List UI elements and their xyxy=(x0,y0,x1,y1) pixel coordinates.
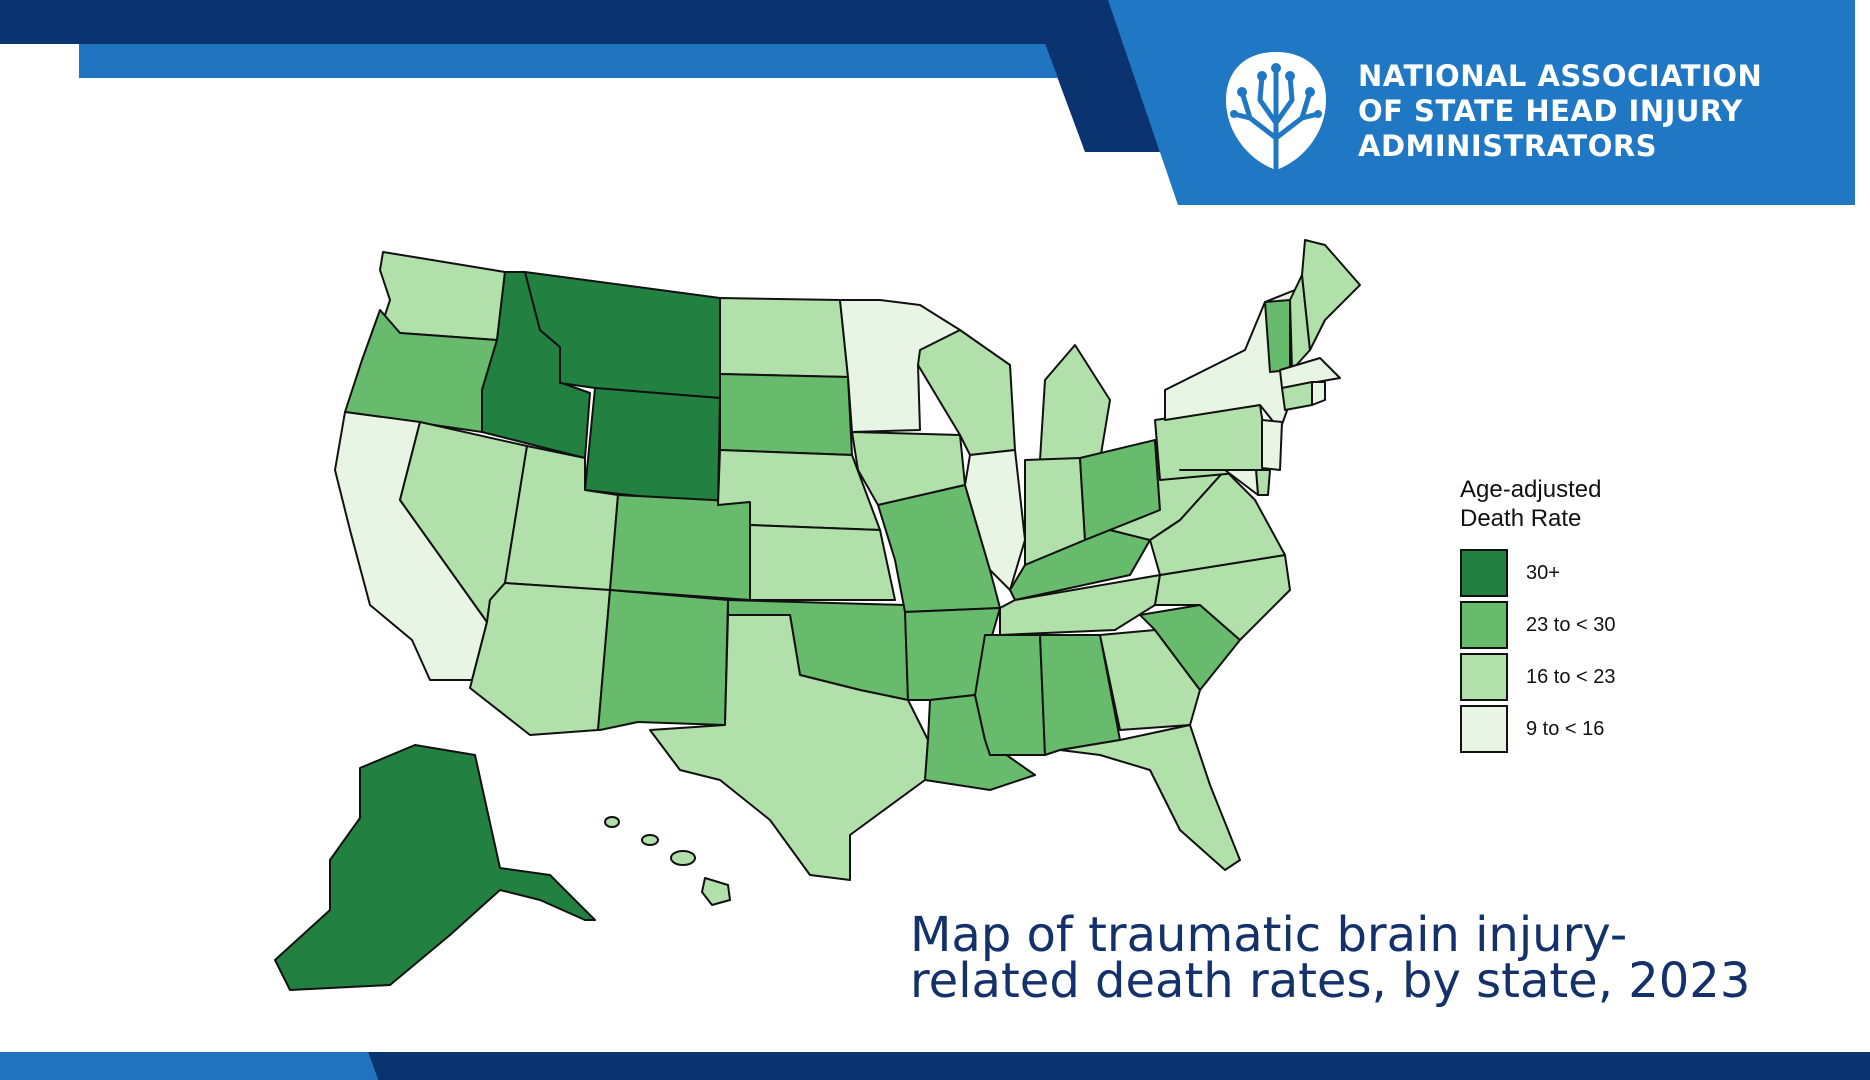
legend-item: 30+ xyxy=(1460,547,1690,599)
legend-label: 30+ xyxy=(1526,561,1560,584)
state-sc xyxy=(1139,604,1241,691)
organization-name-line-1: NATIONAL ASSOCIATION xyxy=(1358,58,1763,93)
state-ga xyxy=(1099,629,1201,731)
organization-brand: NATIONAL ASSOCIATION OF STATE HEAD INJUR… xyxy=(1220,46,1820,176)
state-nm xyxy=(597,589,729,731)
state-tx xyxy=(649,614,929,881)
state-nj xyxy=(1261,419,1283,471)
state-mi xyxy=(1039,344,1111,461)
organization-name: NATIONAL ASSOCIATION OF STATE HEAD INJUR… xyxy=(1358,59,1762,164)
organization-name-line-2: OF STATE HEAD INJURY xyxy=(1358,93,1743,128)
state-wy xyxy=(584,387,721,506)
brain-tree-icon xyxy=(1226,52,1326,171)
state-ma xyxy=(1279,357,1341,389)
legend-swatch xyxy=(1460,705,1508,753)
legend-label: 9 to < 16 xyxy=(1526,717,1605,740)
state-hi xyxy=(701,877,731,906)
legend-label: 16 to < 23 xyxy=(1526,665,1616,688)
map-legend: Age-adjusted Death Rate 30+ 23 to < 30 1… xyxy=(1460,475,1690,755)
state-nd xyxy=(719,297,849,378)
state-ms xyxy=(974,634,1046,756)
legend-item: 23 to < 30 xyxy=(1460,599,1690,651)
map-caption: Map of traumatic brain injury- related d… xyxy=(910,907,1810,1009)
state-ak xyxy=(274,744,596,991)
legend-item: 16 to < 23 xyxy=(1460,651,1690,703)
legend-swatch xyxy=(1460,601,1508,649)
state-fl xyxy=(1059,724,1241,871)
legend-swatch xyxy=(1460,549,1508,597)
caption-line-1: Map of traumatic brain injury- xyxy=(910,907,1628,963)
state-me xyxy=(1301,239,1361,351)
legend-title-line-1: Age-adjusted xyxy=(1460,476,1602,503)
legend-swatch xyxy=(1460,653,1508,701)
island-oahu xyxy=(641,834,659,846)
state-co xyxy=(609,494,751,601)
island-kauai xyxy=(604,816,620,828)
organization-name-line-3: ADMINISTRATORS xyxy=(1358,128,1658,163)
caption-line-2: related death rates, by state, 2023 xyxy=(910,953,1751,1009)
hawaii-small-islands xyxy=(604,816,696,866)
state-ks xyxy=(749,524,896,601)
state-vt xyxy=(1264,299,1291,373)
legend-item: 9 to < 16 xyxy=(1460,703,1690,755)
state-md xyxy=(1179,469,1259,496)
state-ct xyxy=(1281,381,1313,411)
state-ri xyxy=(1311,381,1326,406)
legend-title: Age-adjusted Death Rate xyxy=(1460,475,1690,533)
legend-title-line-2: Death Rate xyxy=(1460,505,1582,532)
state-az xyxy=(469,582,611,736)
island-maui xyxy=(670,850,696,866)
state-wa xyxy=(379,251,506,341)
legend-label: 23 to < 30 xyxy=(1526,613,1616,636)
state-sd xyxy=(719,373,853,456)
